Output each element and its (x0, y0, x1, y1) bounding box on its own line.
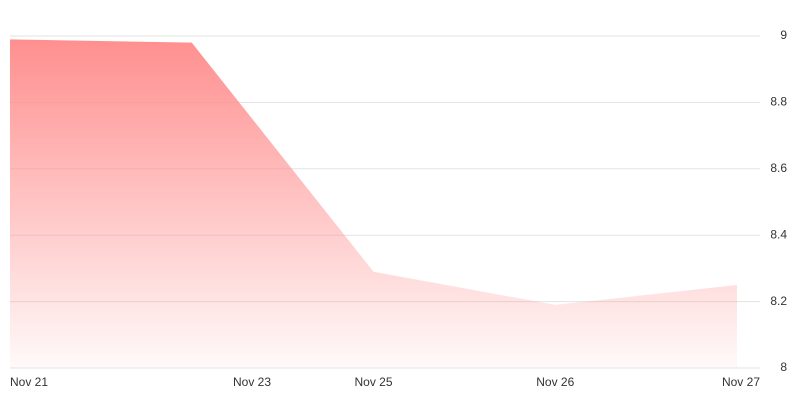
x-tick-label: Nov 26 (536, 375, 574, 389)
y-tick-label: 8.4 (770, 227, 787, 241)
x-tick-label: Nov 23 (233, 375, 271, 389)
y-tick-label: 9 (780, 28, 787, 42)
x-tick-label: Nov 25 (354, 375, 392, 389)
area (10, 39, 737, 368)
y-tick-label: 8.6 (770, 161, 787, 175)
x-tick-label: Nov 27 (722, 375, 760, 389)
y-tick-label: 8 (780, 360, 787, 374)
y-tick-label: 8.2 (770, 294, 787, 308)
y-tick-label: 8.8 (770, 95, 787, 109)
x-tick-label: Nov 21 (10, 375, 48, 389)
